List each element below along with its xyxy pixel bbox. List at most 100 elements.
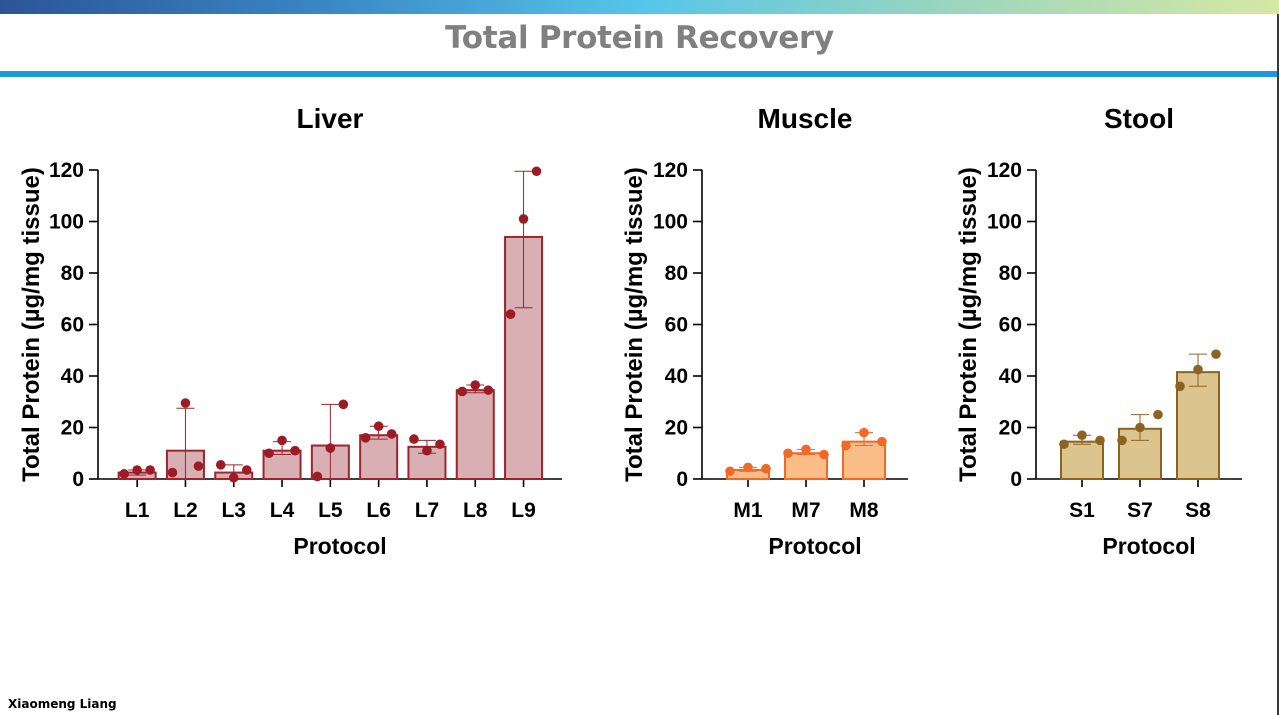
muscle-data-point: [725, 466, 735, 477]
stool-data-point: [1095, 435, 1105, 446]
stool-data-point: [1077, 430, 1087, 441]
author-label: Xiaomeng Liang: [8, 697, 117, 711]
liver-x-tick-label: L9: [511, 499, 536, 522]
stool-data-point: [1211, 349, 1221, 359]
liver-data-point: [409, 434, 419, 444]
muscle-y-tick-label: 80: [665, 262, 688, 285]
liver-x-tick-label: L3: [221, 499, 246, 522]
liver-bar-l8: [455, 389, 495, 481]
muscle-data-point: [761, 463, 771, 474]
liver-y-tick-label: 60: [61, 314, 84, 337]
muscle-data-point: [841, 440, 851, 451]
liver-data-point: [241, 465, 252, 475]
liver-y-axis-label: Total Protein (µg/mg tissue): [18, 167, 45, 482]
stool-x-tick-label: S8: [1185, 499, 1211, 522]
liver-chart-title: Liver: [297, 103, 364, 134]
slide-title: Total Protein Recovery: [445, 20, 834, 56]
liver-data-point: [312, 471, 323, 482]
liver-data-point: [422, 445, 432, 456]
liver-data-point: [457, 386, 468, 397]
muscle-x-axis-label: Protocol: [768, 533, 861, 559]
stool-y-tick-label: 40: [999, 365, 1022, 388]
liver-data-point: [167, 467, 178, 478]
liver-data-point: [193, 461, 204, 471]
stool-y-axis-label: Total Protein (µg/mg tissue): [955, 167, 982, 482]
liver-y-tick-label: 40: [61, 365, 84, 388]
muscle-y-tick-label: 120: [653, 159, 688, 182]
liver-data-point: [531, 166, 542, 177]
liver-data-point: [215, 460, 226, 470]
stool-y-tick-label: 0: [1010, 468, 1022, 491]
header-gradient-bar: [0, 0, 1279, 14]
liver-data-point: [373, 421, 384, 432]
muscle-bar-m7: [784, 452, 828, 480]
stool-data-point: [1153, 409, 1163, 420]
stool-data-point: [1117, 435, 1127, 446]
muscle-y-axis-label: Total Protein (µg/mg tissue): [621, 167, 648, 482]
stool-y-tick-label: 80: [999, 262, 1022, 285]
liver-x-tick-label: L2: [173, 499, 198, 522]
muscle-x-tick-label: M1: [733, 499, 762, 522]
muscle-y-tick-label: 40: [665, 365, 688, 388]
muscle-y-tick-label: 0: [676, 468, 688, 491]
liver-data-point: [483, 385, 494, 395]
liver-x-tick-label: L6: [366, 499, 391, 522]
muscle-y-tick-label: 100: [653, 211, 688, 234]
stool-data-point: [1059, 439, 1069, 450]
stool-x-tick-label: S1: [1069, 499, 1095, 522]
liver-data-point: [132, 465, 142, 475]
liver-data-point: [518, 214, 529, 224]
liver-x-tick-label: L8: [463, 499, 488, 522]
liver-x-tick-label: L4: [270, 499, 295, 522]
liver-data-point: [290, 445, 300, 456]
stool-data-point: [1135, 422, 1145, 433]
muscle-data-point: [783, 448, 793, 459]
stool-x-axis-label: Protocol: [1102, 533, 1195, 559]
liver-data-point: [119, 469, 129, 479]
stool-y-tick-label: 120: [987, 159, 1022, 182]
muscle-data-point: [801, 444, 811, 455]
muscle-data-point: [743, 462, 753, 473]
liver-data-point: [325, 443, 336, 453]
liver-y-tick-label: 0: [72, 468, 84, 491]
muscle-x-tick-label: M7: [791, 499, 820, 522]
liver-data-point: [264, 448, 274, 459]
muscle-data-point: [859, 427, 869, 438]
stool-y-tick-label: 100: [987, 211, 1022, 234]
liver-y-tick-label: 100: [49, 211, 84, 234]
liver-y-tick-label: 80: [61, 262, 84, 285]
liver-data-point: [277, 435, 287, 446]
liver-data-point: [435, 439, 445, 450]
stool-x-tick-label: S7: [1127, 499, 1153, 522]
liver-x-tick-label: L1: [125, 499, 150, 522]
liver-data-point: [180, 398, 191, 408]
liver-data-point: [145, 465, 155, 475]
liver-data-point: [386, 429, 397, 439]
liver-data-point: [228, 472, 239, 483]
stool-y-tick-label: 60: [999, 314, 1022, 337]
muscle-y-tick-label: 20: [665, 417, 688, 440]
stool-y-tick-label: 20: [999, 417, 1022, 440]
muscle-y-tick-label: 60: [665, 314, 688, 337]
liver-x-axis-label: Protocol: [293, 533, 386, 559]
muscle-chart-title: Muscle: [758, 103, 853, 134]
muscle-x-tick-label: M8: [849, 499, 878, 522]
liver-x-tick-label: L7: [415, 499, 440, 522]
stool-data-point: [1193, 364, 1203, 375]
liver-data-point: [470, 380, 481, 390]
liver-data-point: [360, 433, 371, 443]
liver-data-point: [338, 399, 349, 410]
liver-x-tick-label: L5: [318, 499, 343, 522]
liver-y-tick-label: 120: [49, 159, 84, 182]
slide-edge: [1277, 14, 1279, 715]
stool-data-point: [1175, 381, 1185, 392]
stool-chart-title: Stool: [1104, 103, 1174, 134]
muscle-data-point: [819, 449, 829, 460]
liver-y-tick-label: 20: [61, 417, 84, 440]
title-underline: [0, 71, 1279, 77]
liver-data-point: [505, 309, 516, 320]
muscle-data-point: [877, 436, 887, 447]
